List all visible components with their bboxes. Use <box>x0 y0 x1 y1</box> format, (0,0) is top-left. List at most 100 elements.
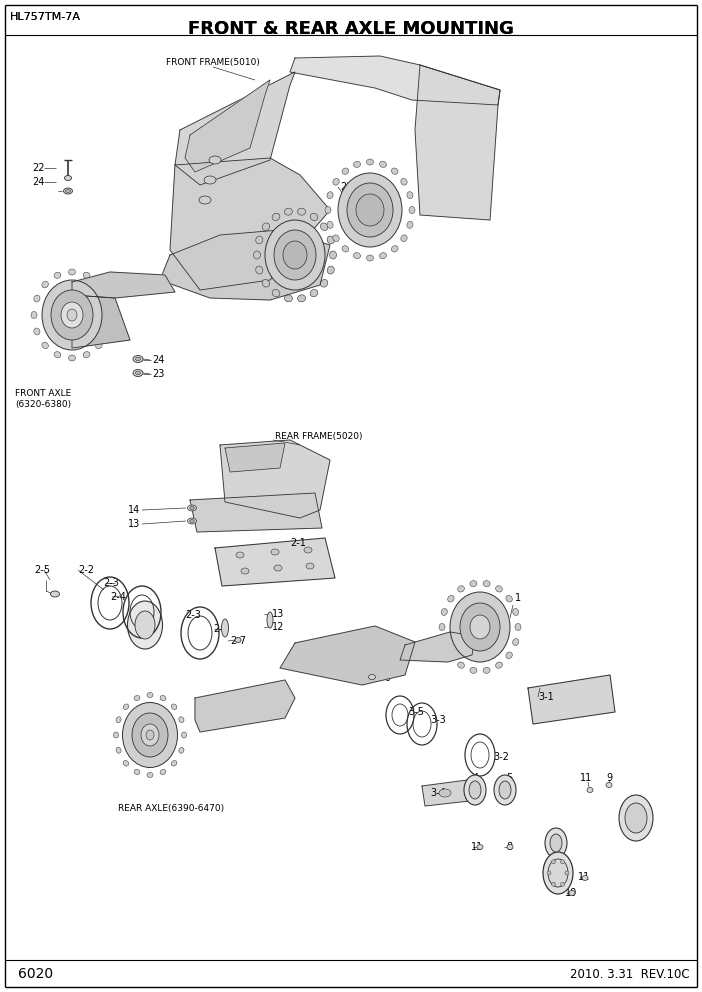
Ellipse shape <box>262 280 270 287</box>
Ellipse shape <box>304 547 312 553</box>
Ellipse shape <box>271 549 279 555</box>
Ellipse shape <box>51 591 60 597</box>
Ellipse shape <box>333 179 339 186</box>
Polygon shape <box>400 632 475 662</box>
Polygon shape <box>160 230 330 300</box>
Polygon shape <box>290 56 500 105</box>
Ellipse shape <box>409 206 415 213</box>
Ellipse shape <box>146 730 154 740</box>
Text: 2-4: 2-4 <box>110 592 126 602</box>
Ellipse shape <box>265 220 325 290</box>
Ellipse shape <box>114 732 119 738</box>
Ellipse shape <box>104 295 110 302</box>
Text: 7: 7 <box>553 872 559 882</box>
Text: 3-1: 3-1 <box>538 692 554 702</box>
Ellipse shape <box>272 290 280 297</box>
Ellipse shape <box>134 695 140 700</box>
Text: 1: 1 <box>515 593 521 603</box>
Text: FRONT & REAR AXLE MOUNTING: FRONT & REAR AXLE MOUNTING <box>188 20 514 38</box>
Ellipse shape <box>506 652 512 659</box>
Ellipse shape <box>274 230 316 280</box>
Ellipse shape <box>469 781 481 799</box>
Ellipse shape <box>327 221 333 228</box>
Ellipse shape <box>391 168 398 175</box>
Ellipse shape <box>256 236 263 244</box>
Ellipse shape <box>104 328 110 335</box>
Ellipse shape <box>342 246 349 252</box>
Text: 6020: 6020 <box>18 967 53 981</box>
Ellipse shape <box>625 803 647 833</box>
Ellipse shape <box>569 891 575 896</box>
Ellipse shape <box>61 302 83 328</box>
Ellipse shape <box>95 282 102 288</box>
Ellipse shape <box>543 852 573 894</box>
Ellipse shape <box>366 159 373 165</box>
Ellipse shape <box>128 601 162 649</box>
Text: 2-3: 2-3 <box>103 578 119 588</box>
Ellipse shape <box>552 882 555 886</box>
Polygon shape <box>215 538 335 586</box>
Ellipse shape <box>274 565 282 571</box>
Ellipse shape <box>470 580 477 586</box>
Ellipse shape <box>135 371 140 375</box>
Ellipse shape <box>325 206 331 213</box>
Text: 3-2: 3-2 <box>493 752 509 762</box>
Ellipse shape <box>407 221 413 228</box>
Ellipse shape <box>448 595 454 602</box>
Text: 24: 24 <box>152 355 164 365</box>
Ellipse shape <box>116 747 121 753</box>
Ellipse shape <box>512 608 519 615</box>
Ellipse shape <box>401 179 407 186</box>
Polygon shape <box>220 440 330 518</box>
Ellipse shape <box>470 668 477 674</box>
Ellipse shape <box>342 168 349 175</box>
Ellipse shape <box>550 834 562 852</box>
Ellipse shape <box>284 295 293 302</box>
Ellipse shape <box>507 844 513 849</box>
Ellipse shape <box>147 773 153 778</box>
Text: 3-6: 3-6 <box>375 673 391 683</box>
Text: 14: 14 <box>128 505 140 515</box>
Ellipse shape <box>42 342 48 348</box>
Ellipse shape <box>333 235 339 241</box>
Text: 3-5: 3-5 <box>408 707 424 717</box>
Text: FRONT FRAME(5010): FRONT FRAME(5010) <box>166 59 260 67</box>
Ellipse shape <box>187 518 197 524</box>
Polygon shape <box>72 295 130 348</box>
Ellipse shape <box>606 783 612 788</box>
Text: 13: 13 <box>128 519 140 529</box>
Ellipse shape <box>235 638 241 643</box>
Text: FRONT AXLE: FRONT AXLE <box>15 389 71 398</box>
Ellipse shape <box>134 770 140 775</box>
Ellipse shape <box>306 563 314 569</box>
Ellipse shape <box>34 328 40 335</box>
Ellipse shape <box>147 692 153 697</box>
Text: 24: 24 <box>32 177 45 187</box>
Polygon shape <box>422 779 478 806</box>
Polygon shape <box>280 626 415 685</box>
Polygon shape <box>225 443 285 472</box>
Ellipse shape <box>310 290 318 297</box>
Ellipse shape <box>327 266 334 274</box>
Ellipse shape <box>160 770 166 775</box>
Ellipse shape <box>204 176 216 184</box>
Ellipse shape <box>179 717 184 722</box>
Ellipse shape <box>460 603 500 651</box>
Ellipse shape <box>464 775 486 805</box>
Polygon shape <box>175 72 295 185</box>
Text: HL757TM-7A: HL757TM-7A <box>10 12 81 22</box>
Text: 21: 21 <box>340 182 352 192</box>
Ellipse shape <box>458 585 465 592</box>
Ellipse shape <box>448 652 454 659</box>
Ellipse shape <box>298 295 305 302</box>
Text: 2-7: 2-7 <box>230 636 246 646</box>
Ellipse shape <box>496 585 503 592</box>
Ellipse shape <box>123 702 178 768</box>
Text: 2-2: 2-2 <box>78 565 94 575</box>
Ellipse shape <box>160 695 166 700</box>
Text: FRONT & REAR AXLE MOUNTING: FRONT & REAR AXLE MOUNTING <box>188 20 514 38</box>
Text: 13: 13 <box>272 609 284 619</box>
Polygon shape <box>415 65 500 220</box>
Ellipse shape <box>34 295 40 302</box>
Ellipse shape <box>222 619 228 637</box>
